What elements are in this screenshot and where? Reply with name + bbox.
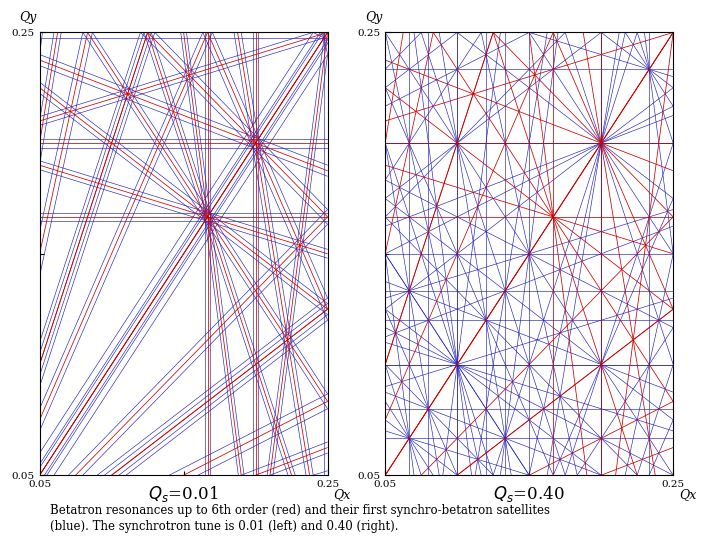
- Text: Qy: Qy: [365, 11, 382, 24]
- Text: $\it{Q_s}$=0.40: $\it{Q_s}$=0.40: [493, 484, 565, 504]
- Text: (blue). The synchrotron tune is 0.01 (left) and 0.40 (right).: (blue). The synchrotron tune is 0.01 (le…: [50, 520, 399, 533]
- Text: Betatron resonances up to 6th order (red) and their first synchro-betatron satel: Betatron resonances up to 6th order (red…: [50, 504, 550, 517]
- Text: Qx: Qx: [333, 489, 351, 502]
- Text: $\it{Q_s}$=0.01: $\it{Q_s}$=0.01: [148, 484, 219, 504]
- Text: Qy: Qy: [19, 11, 37, 24]
- Text: Qx: Qx: [679, 489, 696, 502]
